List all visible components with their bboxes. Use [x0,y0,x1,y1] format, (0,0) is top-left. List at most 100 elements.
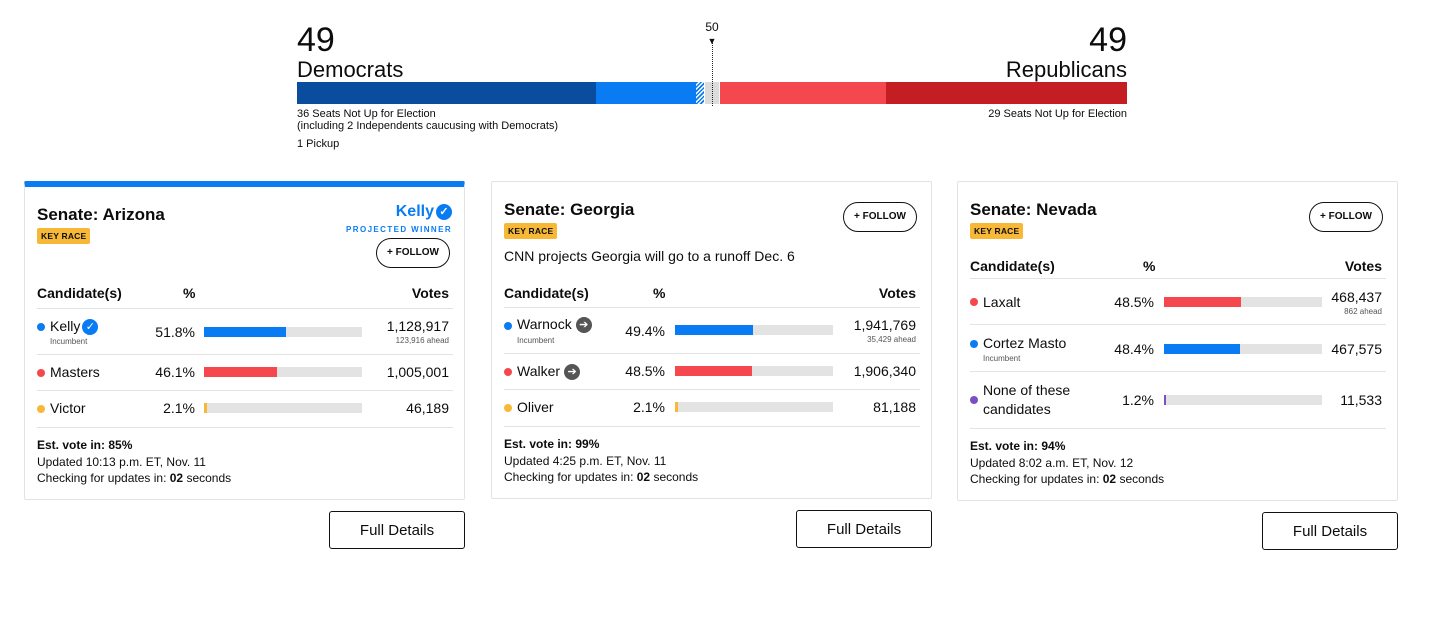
key-race-badge: KEY RACE [970,223,1024,239]
party-dot [504,322,512,330]
candidate-name: None of these candidates [983,381,1070,419]
vote-share-bar [204,403,362,413]
est-vote-in: Est. vote in: 94% [970,439,1066,453]
votes-ahead: 35,429 ahead [867,335,916,344]
checkmark-icon: ✓ [82,319,99,336]
rep-seat-count: 49 [1089,21,1127,59]
candidate-row: None of these candidates 1.2% 11,533 [970,371,1386,429]
updated-time: Updated 4:25 p.m. ET, Nov. 11 [504,453,667,468]
vote-count: 46,189 [406,400,449,416]
vote-share-bar [1164,297,1322,307]
candidate-name-line: candidates [983,401,1051,417]
vote-percent: 48.5% [625,363,665,379]
incumbent-label: Incumbent [983,354,1021,363]
projected-winner: Kelly ✓ PROJECTED WINNER [346,203,452,234]
vote-share-fill [1164,344,1241,354]
rep-up-segment [720,82,886,104]
full-details-button[interactable]: Full Details [1262,512,1398,550]
dem-pickup-note: 1 Pickup [297,138,340,150]
vote-percent: 48.4% [1114,341,1154,357]
runoff-notice: CNN projects Georgia will go to a runoff… [504,248,795,264]
dem-up-segment [596,82,696,104]
vote-share-fill [675,366,752,376]
follow-button[interactable]: + FOLLOW [376,238,450,268]
vote-share-bar [675,325,833,335]
party-dot [970,396,978,404]
follow-button[interactable]: + FOLLOW [843,202,917,232]
vote-share-bar [675,366,833,376]
updated-time: Updated 8:02 a.m. ET, Nov. 12 [970,455,1134,470]
vote-count: 1,005,001 [386,364,449,380]
candidate-header: Candidate(s) [37,285,122,301]
majority-marker-label: 50 [705,20,719,34]
race-card-arizona: Senate: Arizona KEY RACE Kelly ✓ PROJECTE… [24,181,465,500]
vote-count: 1,128,917 [386,318,449,334]
party-dot [37,405,45,413]
vote-share-bar [1164,395,1322,405]
candidate-name: Kelly [50,318,81,334]
update-countdown: Checking for updates in: 02 seconds [970,472,1165,486]
rep-not-up-segment [886,82,1127,104]
vote-percent: 49.4% [625,323,665,339]
votes-header: Votes [411,285,449,301]
candidate-row: Laxalt 48.5% 468,437 862 ahead [970,278,1386,325]
vote-share-fill [204,403,208,413]
vote-count: 1,906,340 [853,363,916,379]
vote-share-bar [675,402,833,412]
party-dot [37,369,45,377]
vote-share-bar [1164,344,1322,354]
winner-name: Kelly [395,203,434,220]
vote-share-fill [675,325,754,335]
full-details-button[interactable]: Full Details [796,510,932,548]
votes-ahead: 862 ahead [1344,307,1382,316]
candidate-name: Victor [50,400,86,416]
race-footer: Est. vote in: 85% Updated 10:13 p.m. ET,… [37,437,231,487]
dem-note-independents: (including 2 Independents caucusing with… [297,120,559,132]
vote-percent: 51.8% [155,324,195,340]
race-footer: Est. vote in: 99% Updated 4:25 p.m. ET, … [504,436,698,486]
candidate-name-row: Walker ➔ [517,363,581,381]
dem-note: 36 Seats Not Up for Election [297,108,436,120]
candidate-name: Laxalt [983,294,1021,310]
incumbent-label: Incumbent [517,336,555,345]
candidate-header: Candidate(s) [504,285,589,301]
candidate-row: Warnock ➔ Incumbent 49.4% 1,941,769 35,42… [504,307,920,354]
projected-winner-label: PROJECTED WINNER [346,225,452,234]
candidate-row: Oliver 2.1% 81,188 [504,389,920,427]
candidate-row: Masters 46.1% 1,005,001 [37,354,453,391]
vote-share-fill [1164,395,1167,405]
updated-time: Updated 10:13 p.m. ET, Nov. 11 [37,454,206,469]
candidate-name: Masters [50,364,100,380]
seat-bar [297,82,1127,104]
vote-count: 468,437 [1331,289,1382,305]
est-vote-in: Est. vote in: 85% [37,438,133,452]
full-details-button[interactable]: Full Details [329,511,465,549]
party-dot [37,323,45,331]
vote-percent: 2.1% [633,399,665,415]
balance-of-power: 49 Democrats 49 Republicans 50 ▼ 36 Seat… [297,18,1127,150]
party-dot [504,368,512,376]
vote-count: 11,533 [1340,392,1382,408]
candidate-row: Cortez Masto Incumbent 48.4% 467,575 [970,324,1386,372]
update-countdown: Checking for updates in: 02 seconds [504,470,699,484]
party-dot [970,340,978,348]
candidate-name-row: Warnock ➔ [517,316,592,334]
race-title: Senate: Nevada [970,200,1097,219]
race-card-nevada: Senate: Nevada KEY RACE + FOLLOW Candida… [957,181,1398,501]
checkmark-icon: ✓ [436,203,452,220]
dem-not-up-segment [297,82,596,104]
runoff-arrow-icon: ➔ [575,317,592,334]
vote-count: 81,188 [873,399,916,415]
incumbent-label: Incumbent [50,337,88,346]
candidate-name-line: None of these [983,382,1071,398]
dem-pickup-segment [696,82,704,104]
vote-percent: 48.5% [1114,294,1154,310]
pct-header: % [183,285,196,301]
marker-triangle-icon: ▼ [707,36,717,46]
candidate-row: Walker ➔ 48.5% 1,906,340 [504,353,920,390]
race-title: Senate: Georgia [504,200,635,219]
dem-party-label: Democrats [297,57,404,82]
vote-share-fill [204,327,286,337]
rep-party-label: Republicans [1005,57,1127,82]
follow-button[interactable]: + FOLLOW [1309,202,1383,232]
